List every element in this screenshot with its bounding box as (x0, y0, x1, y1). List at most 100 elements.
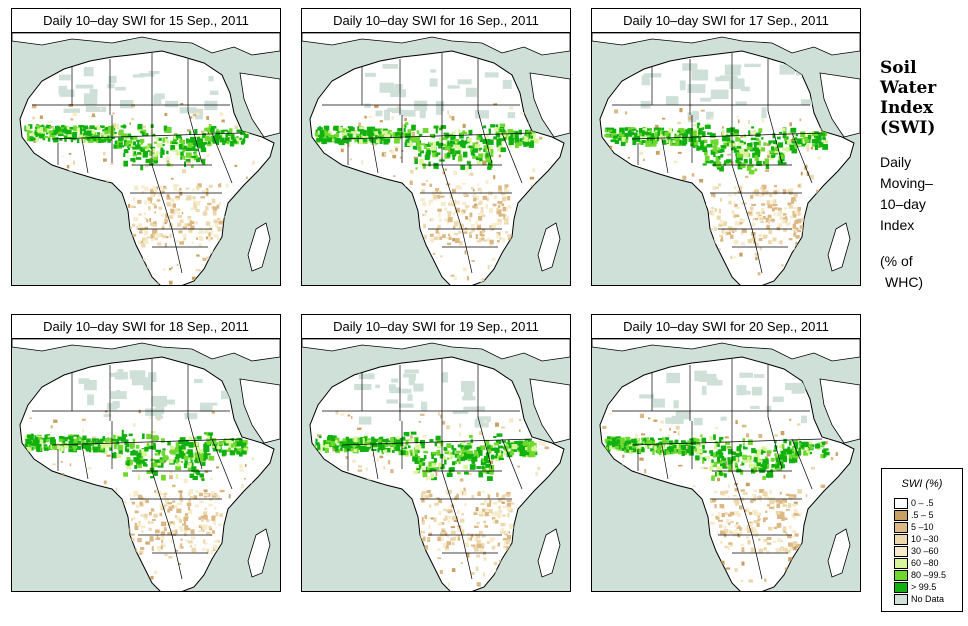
country-borders (322, 53, 533, 274)
wet-cell (756, 462, 762, 467)
wet-cell (694, 140, 699, 146)
moist-cell (210, 490, 215, 495)
wet-cell (86, 136, 91, 141)
moist-cell (795, 230, 798, 233)
wet-cell (531, 133, 536, 139)
moist-cell (213, 520, 216, 525)
wet-cell (31, 442, 35, 446)
wet-cell (403, 132, 407, 137)
wet-cell (709, 450, 714, 454)
dry-cell (503, 545, 508, 549)
wet-cell (792, 439, 799, 445)
moist-cell (777, 240, 781, 244)
wet-cell (469, 445, 472, 449)
wet-cell (176, 150, 180, 156)
no-data-cell (687, 84, 706, 93)
moist-cell (204, 507, 207, 510)
dry-cell (714, 427, 719, 429)
moist-cell (486, 197, 489, 202)
moist-cell (436, 195, 441, 199)
moist-cell (778, 499, 783, 504)
panel-title: Daily 10–day SWI for 16 Sep., 2011 (301, 8, 571, 33)
moist-cell (172, 500, 176, 503)
moist-cell (214, 545, 218, 551)
wet-cell (485, 159, 492, 163)
country-borders (32, 359, 243, 580)
moist-cell (752, 529, 758, 534)
wet-cell (688, 136, 695, 142)
moist-cell (168, 506, 173, 511)
moist-cell (750, 499, 754, 504)
moist-cell (154, 489, 157, 493)
moist-cell (426, 490, 431, 494)
wet-cell (485, 452, 490, 457)
wet-cell (201, 461, 206, 466)
moist-cell (176, 508, 182, 514)
moist-cell (455, 200, 460, 205)
moist-cell (506, 534, 511, 540)
wet-cell (116, 453, 122, 458)
dry-cell (702, 137, 705, 140)
africa-map (302, 33, 570, 285)
wet-cell (395, 440, 401, 447)
wet-cell (82, 129, 85, 132)
wet-cell (172, 149, 178, 152)
moist-cell (755, 188, 759, 192)
no-data-cell (221, 390, 231, 400)
no-data-cell (84, 379, 97, 391)
wet-cell (741, 461, 745, 466)
wet-cell (43, 447, 49, 451)
wet-cell (231, 134, 235, 140)
moist-cell (447, 211, 452, 214)
dry-cell (483, 420, 487, 423)
wet-cell (791, 141, 797, 144)
legend-label: 60 –80 (911, 558, 939, 568)
moist-cell (175, 198, 181, 201)
no-data-cell (151, 397, 167, 405)
wet-cell (419, 462, 425, 466)
no-data-cell (735, 101, 747, 106)
moist-cell (503, 540, 507, 545)
moist-cell (202, 190, 208, 194)
dry-cell (169, 280, 173, 285)
dry-cell (411, 131, 416, 137)
wet-cell (174, 447, 179, 453)
africa-map (12, 33, 280, 285)
no-data-cell (476, 406, 486, 411)
wet-cell (123, 124, 126, 129)
wet-cell (113, 434, 116, 441)
no-data-cell (83, 93, 98, 105)
dry-cell (644, 469, 647, 474)
moist-cell (468, 232, 472, 236)
moist-cell (146, 219, 149, 223)
dry-cell (791, 513, 796, 519)
moist-cell (481, 214, 486, 217)
dry-cell (658, 148, 662, 151)
wet-cell (486, 444, 491, 450)
dry-cell (52, 463, 56, 466)
legend-swatch (894, 534, 908, 545)
moist-cell (439, 236, 443, 240)
moist-cell (781, 516, 785, 521)
moist-cell (730, 543, 734, 548)
wet-cell (328, 133, 331, 138)
wet-cell (189, 136, 196, 143)
moist-cell (735, 214, 740, 218)
wet-cell (716, 466, 723, 472)
moist-cell (148, 206, 151, 211)
wet-cell (189, 473, 195, 478)
wet-cell (433, 125, 439, 129)
moist-cell (206, 531, 211, 535)
wet-cell (449, 454, 453, 460)
wet-cell (428, 161, 431, 167)
moist-cell (445, 489, 449, 493)
dry-cell (161, 539, 164, 543)
dry-cell (138, 409, 141, 414)
wet-cell (127, 144, 131, 147)
wet-cell (45, 125, 50, 129)
wet-cell (421, 441, 425, 446)
moist-cell (720, 235, 724, 240)
africa-map (592, 33, 860, 285)
moist-cell (777, 223, 783, 228)
wet-cell (63, 127, 67, 133)
